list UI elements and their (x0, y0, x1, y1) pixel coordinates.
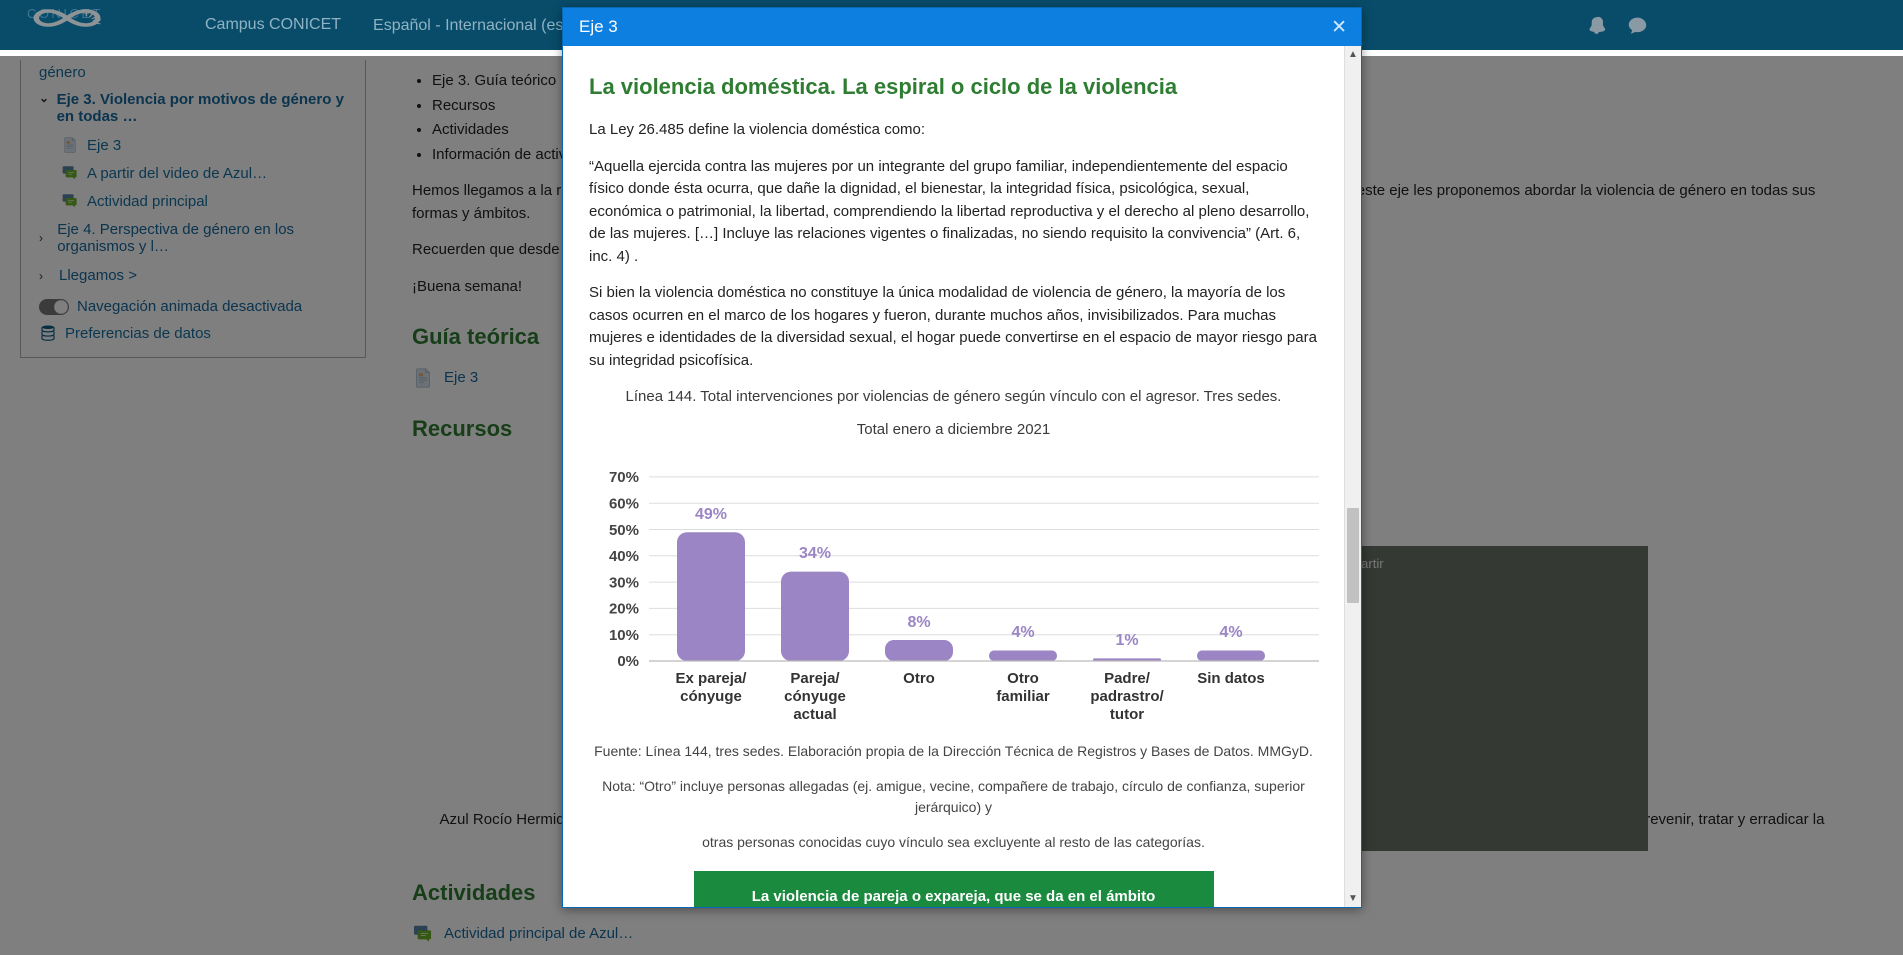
svg-text:Ex pareja/: Ex pareja/ (676, 670, 748, 687)
svg-text:actual: actual (793, 706, 836, 723)
svg-text:34%: 34% (799, 545, 831, 562)
svg-text:20%: 20% (609, 601, 639, 618)
svg-text:Otro: Otro (1007, 670, 1039, 687)
svg-text:30%: 30% (609, 574, 639, 591)
svg-text:8%: 8% (907, 614, 930, 631)
svg-text:70%: 70% (609, 469, 639, 486)
svg-text:Padre/: Padre/ (1104, 670, 1151, 687)
svg-text:padrastro/: padrastro/ (1090, 688, 1164, 705)
svg-text:familiar: familiar (996, 688, 1050, 705)
svg-text:49%: 49% (695, 506, 727, 523)
svg-text:Pareja/: Pareja/ (790, 670, 840, 687)
svg-text:cónyuge: cónyuge (680, 688, 742, 705)
svg-text:10%: 10% (609, 627, 639, 644)
svg-text:60%: 60% (609, 496, 639, 513)
svg-text:4%: 4% (1219, 624, 1242, 641)
svg-text:Otro: Otro (903, 670, 935, 687)
svg-text:cónyuge: cónyuge (784, 688, 846, 705)
svg-text:40%: 40% (609, 548, 639, 565)
svg-text:4%: 4% (1011, 624, 1034, 641)
svg-text:0%: 0% (617, 653, 639, 670)
svg-text:Sin datos: Sin datos (1197, 670, 1265, 687)
svg-text:tutor: tutor (1110, 706, 1144, 723)
svg-text:1%: 1% (1115, 632, 1138, 649)
svg-text:50%: 50% (609, 522, 639, 539)
